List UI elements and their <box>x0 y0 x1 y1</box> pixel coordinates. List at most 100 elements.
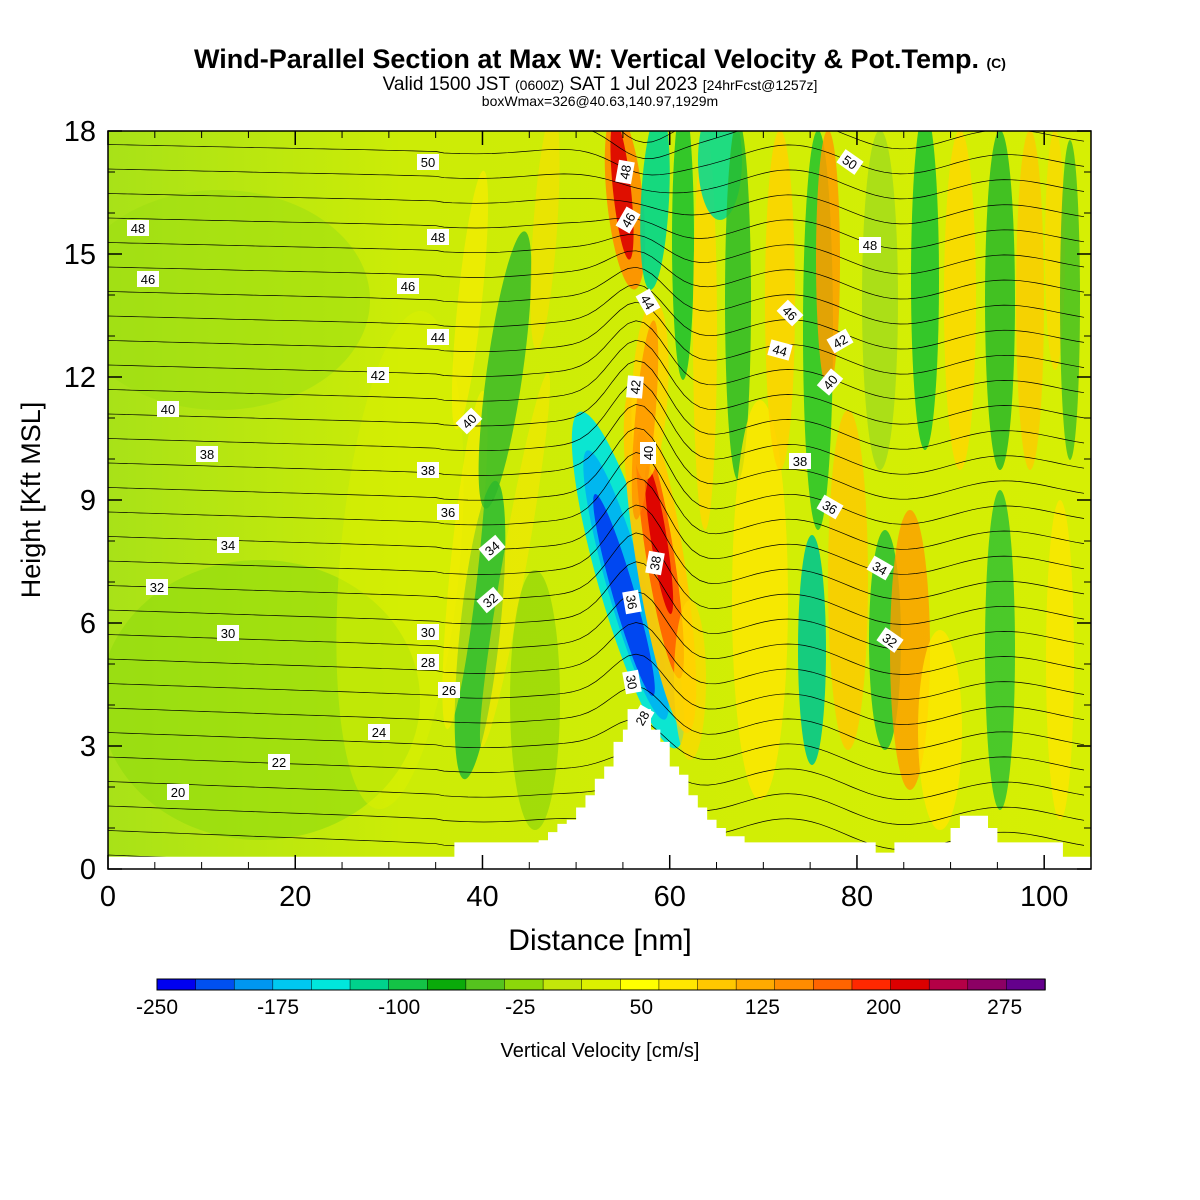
theta-label-text: 50 <box>421 155 435 170</box>
theta-label: 36 <box>816 494 844 520</box>
colorbar-swatch <box>697 978 737 991</box>
theta-contour-line <box>108 719 1085 775</box>
theta-label: 40 <box>816 368 844 396</box>
velocity-feature <box>828 410 868 750</box>
theta-label: 40 <box>157 401 179 417</box>
valid-zulu: (0600Z) <box>515 77 565 93</box>
valid-prefix: Valid 1500 JST <box>382 74 510 95</box>
theta-contour-labels: 20 22 24 26 28 28 30 30 30 32 32 32 34 34 34 36 36 36 38 38… <box>127 149 904 800</box>
theta-label-text: 24 <box>372 725 386 740</box>
theta-label-bg <box>368 724 390 740</box>
theta-label-bg <box>397 278 419 294</box>
theta-label-bg <box>789 453 811 469</box>
theta-label-text: 34 <box>870 558 890 578</box>
theta-label-text: 36 <box>820 497 840 517</box>
theta-label-text: 22 <box>272 755 286 770</box>
theta-label-text: 44 <box>637 292 657 312</box>
colorbar-tick-label: 200 <box>866 996 901 1019</box>
theta-contour-line <box>108 168 1085 200</box>
colorbar-swatch <box>620 978 660 991</box>
y-axis-label: Height [Kft MSL] <box>16 402 46 599</box>
colorbar-swatch <box>156 978 197 991</box>
theta-label: 46 <box>776 299 804 327</box>
theta-label-text: 38 <box>793 454 807 469</box>
boxwmax-line: boxWmax=326@40.63,140.97,1929m <box>481 93 719 109</box>
colorbar-swatch <box>388 978 429 991</box>
theta-contour-line <box>108 144 1085 176</box>
theta-label-text: 42 <box>627 379 643 395</box>
theta-label: 30 <box>417 624 439 640</box>
velocity-feature <box>918 630 962 830</box>
velocity-feature <box>451 170 489 430</box>
y-tick-label: 9 <box>80 485 96 517</box>
x-tick-label: 100 <box>1020 881 1068 913</box>
velocity-feature <box>631 320 659 520</box>
theta-label: 36 <box>437 504 459 520</box>
theta-label: 44 <box>767 339 793 361</box>
theta-label-text: 48 <box>131 221 145 236</box>
colorbar-tick-label: 275 <box>987 996 1022 1019</box>
theta-label: 44 <box>427 329 449 345</box>
theta-contour-line <box>108 381 1085 475</box>
theta-label-bg <box>622 669 642 695</box>
theta-label-text: 30 <box>421 625 435 640</box>
theta-label-bg <box>167 784 189 800</box>
theta-label-bg <box>157 401 179 417</box>
colorbar-swatch <box>195 978 235 991</box>
theta-label-bg <box>859 237 881 253</box>
velocity-feature <box>732 400 788 800</box>
theta-label: 36 <box>622 589 642 615</box>
theta-label-text: 36 <box>623 594 640 611</box>
theta-label-bg <box>826 328 854 354</box>
theta-label: 38 <box>417 462 439 478</box>
theta-label: 48 <box>615 159 635 185</box>
theta-label: 34 <box>217 537 239 553</box>
theta-label-bg <box>417 624 439 640</box>
velocity-feature <box>1060 140 1080 460</box>
velocity-feature <box>798 535 826 765</box>
theta-contour-line <box>108 561 1085 650</box>
y-tick-label: 18 <box>64 116 96 148</box>
theta-contour-line <box>108 591 1085 675</box>
theta-label: 42 <box>367 367 389 383</box>
theta-contour-line <box>108 532 1085 625</box>
colorbar: -250 -175 -100 -25 50 125 200 275 <box>136 978 1046 1019</box>
velocity-feature <box>644 465 674 615</box>
x-tick-label: 20 <box>279 881 311 913</box>
theta-label-bg <box>455 407 483 435</box>
theta-contour-line <box>108 452 1085 550</box>
y-tick-label: 0 <box>80 854 96 886</box>
colorbar-swatch <box>233 978 274 991</box>
velocity-feature <box>336 310 464 810</box>
theta-label-bg <box>866 555 894 581</box>
theta-label: 22 <box>268 754 290 770</box>
theta-label-text: 46 <box>618 210 638 230</box>
theta-label-bg <box>816 494 844 520</box>
theta-label-text: 46 <box>401 279 415 294</box>
colorbar-tick-label: -25 <box>505 996 535 1019</box>
theta-contour-line <box>108 339 1085 425</box>
theta-label: 32 <box>876 627 904 653</box>
theta-label-text: 48 <box>431 230 445 245</box>
colorbar-tick-label: -100 <box>378 996 420 1019</box>
theta-label: 28 <box>629 704 655 732</box>
theta-label: 40 <box>640 442 656 464</box>
colorbar-swatch <box>813 978 853 991</box>
theta-label: 40 <box>455 407 483 435</box>
theta-label-text: 38 <box>647 555 664 572</box>
theta-contour-line <box>108 320 1085 400</box>
theta-label: 48 <box>127 220 149 236</box>
theta-label-bg <box>767 339 793 361</box>
theta-label-bg <box>476 586 504 614</box>
theta-label-bg <box>836 149 864 175</box>
x-tick-label: 80 <box>841 881 873 913</box>
theta-label-text: 30 <box>221 626 235 641</box>
velocity-feature <box>1046 500 1074 820</box>
theta-label-text: 32 <box>879 630 899 651</box>
theta-label: 44 <box>635 288 661 316</box>
theta-label-bg <box>417 154 439 170</box>
theta-label-bg <box>437 504 459 520</box>
theta-contour-line <box>108 622 1085 700</box>
theta-contour-line <box>108 427 1085 525</box>
terrain-profile <box>108 709 1091 869</box>
